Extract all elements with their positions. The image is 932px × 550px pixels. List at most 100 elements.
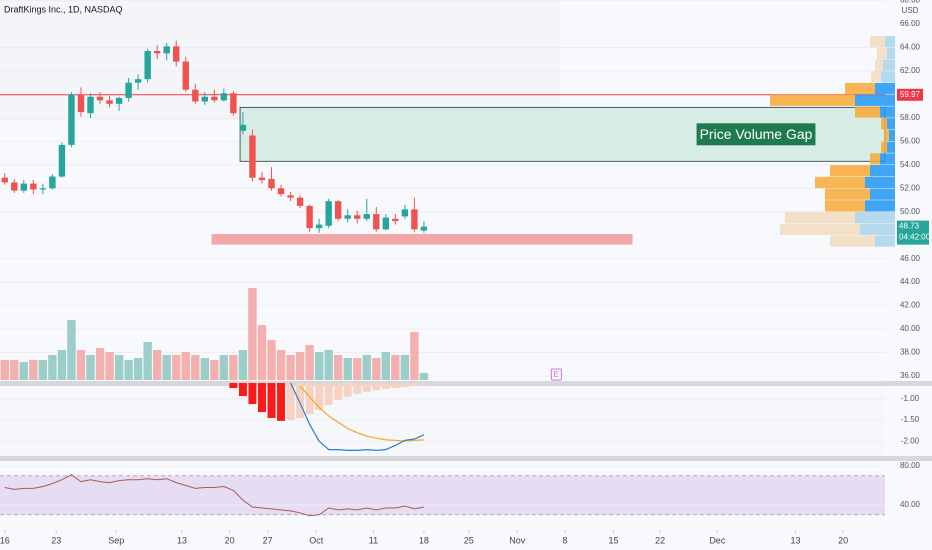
price-line-tag	[897, 88, 923, 101]
profile-up	[885, 36, 895, 48]
volume-bar	[172, 355, 181, 380]
volume-bar	[410, 332, 419, 380]
x-tick-label: 16	[0, 535, 10, 545]
chart-title: DraftKings Inc., 1D, NASDAQ	[4, 4, 123, 14]
y-tick-label: -1.50	[901, 415, 920, 424]
volume-bar	[381, 352, 391, 380]
profile-up	[865, 200, 895, 212]
candle-body	[11, 182, 18, 191]
macd-histogram-bar	[277, 383, 286, 421]
macd-histogram-bar	[381, 383, 390, 389]
y-tick-label: 36.00	[900, 371, 921, 380]
x-tick-label: 15	[608, 535, 618, 545]
x-tick-label: 8	[562, 535, 567, 545]
volume-bar	[419, 373, 429, 380]
x-tick-label: 20	[838, 535, 848, 545]
candle-body	[87, 96, 94, 114]
volume-bar	[162, 355, 171, 380]
x-tick-label: 27	[263, 535, 273, 545]
y-tick-label: 46.00	[900, 254, 921, 263]
y-tick-label: 66.00	[900, 19, 921, 28]
macd-histogram-bar	[296, 383, 305, 418]
macd-line	[290, 382, 425, 452]
y-tick-label: 54.00	[900, 160, 921, 169]
profile-down	[877, 47, 887, 60]
candle-body	[268, 178, 275, 189]
profile-down	[875, 59, 883, 71]
volume-bar	[248, 288, 257, 380]
volume-bar	[257, 325, 267, 380]
candle-body	[363, 214, 370, 219]
candle-body	[30, 183, 37, 190]
profile-up	[889, 129, 895, 142]
y-tick-label: 52.00	[900, 183, 921, 192]
candle-body	[420, 226, 428, 231]
candle-body	[1, 177, 8, 183]
volume-bar	[276, 350, 286, 380]
profile-down	[815, 176, 865, 189]
volume-bar	[191, 355, 200, 380]
volume-bar	[391, 355, 400, 380]
candle-body	[382, 217, 390, 230]
candle-body	[39, 188, 47, 190]
profile-down	[884, 129, 889, 142]
x-tick-label: Sep	[108, 535, 124, 545]
x-tick-label: 13	[790, 535, 800, 545]
candle-body	[115, 97, 123, 104]
macd-histogram-bar	[324, 383, 333, 405]
volume-bar	[0, 360, 9, 380]
volume-bar	[333, 355, 343, 380]
volume-bar	[343, 358, 352, 380]
y-tick-label: -1.00	[901, 394, 920, 403]
volume-bar	[124, 360, 133, 380]
profile-down	[825, 188, 870, 200]
x-tick-label: 22	[655, 535, 665, 545]
volume-bar	[57, 350, 67, 380]
macd-histogram-bar	[286, 383, 295, 421]
last-price-label: 48.73	[899, 222, 920, 231]
candle-body	[173, 46, 180, 62]
volume-bar	[238, 350, 248, 380]
candle-body	[134, 79, 142, 83]
candle-body	[153, 51, 161, 54]
candle-body	[96, 96, 104, 101]
profile-up	[855, 94, 895, 106]
volume-bar	[200, 358, 210, 380]
profile-down	[780, 223, 860, 235]
candle-body	[296, 197, 304, 206]
price-line-label: 59.97	[900, 90, 921, 99]
annotation-label: Price Volume Gap	[700, 126, 813, 142]
volume-bar	[324, 350, 333, 380]
currency-label: USD	[902, 6, 919, 15]
rsi-line	[4, 474, 424, 517]
profile-up	[883, 59, 895, 71]
candle-body	[125, 82, 132, 98]
candle-body	[192, 89, 199, 102]
y-tick-label: 50.00	[900, 207, 921, 216]
profile-down	[871, 71, 881, 83]
macd-histogram-bar	[400, 383, 409, 388]
candle-body	[68, 94, 75, 145]
volume-bar	[67, 320, 76, 380]
candle-body	[49, 176, 56, 189]
candle-body	[249, 135, 256, 178]
candle-body	[344, 215, 351, 219]
profile-up	[880, 153, 895, 165]
profile-down	[845, 82, 875, 95]
profile-down	[855, 106, 880, 118]
profile-down	[770, 94, 855, 106]
profile-down	[881, 118, 887, 130]
macd-histogram-bar	[362, 383, 371, 392]
volume-bar	[181, 352, 190, 380]
volume-bar	[105, 352, 114, 380]
candle-body	[211, 96, 218, 101]
candle-body	[144, 51, 151, 80]
y-tick-label: 58.00	[900, 113, 921, 122]
profile-up	[870, 188, 895, 200]
macd-histogram-bar	[410, 383, 419, 386]
volume-bar	[210, 360, 219, 380]
candle-body	[287, 195, 294, 198]
candle-body	[392, 218, 399, 222]
candle-body	[77, 94, 85, 113]
